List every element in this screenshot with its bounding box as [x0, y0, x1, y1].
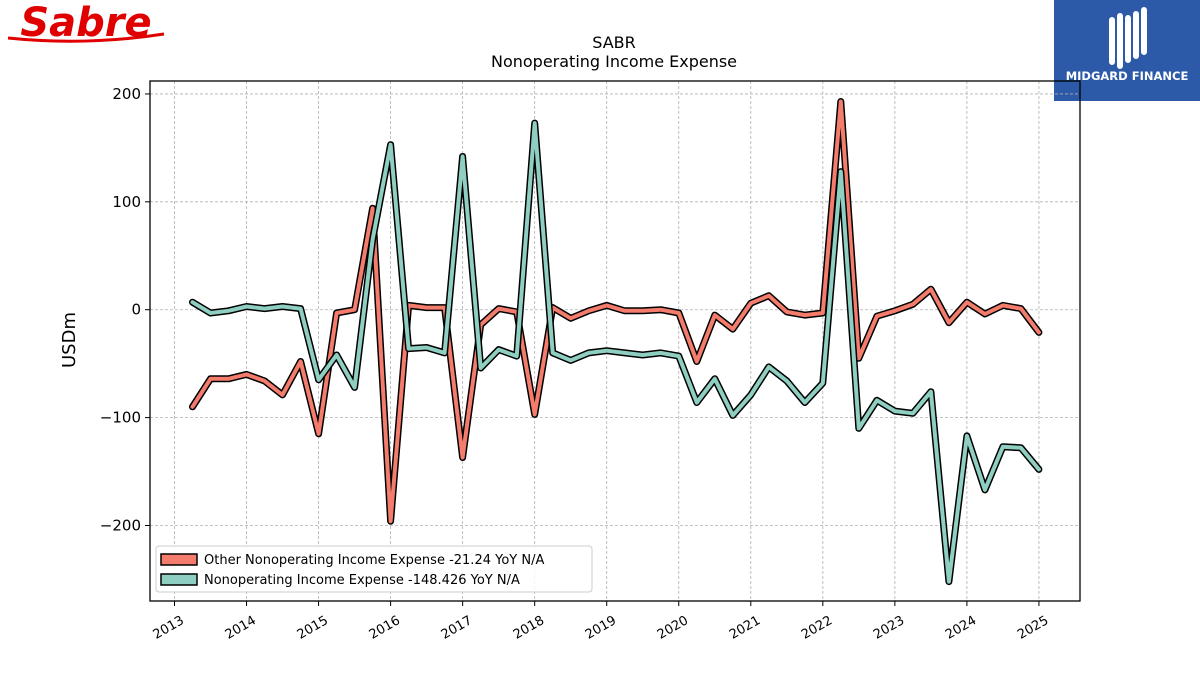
x-tick-label: 2023 — [871, 613, 907, 643]
series-line-other-nonoperating-income-expense — [190, 99, 1041, 524]
x-tick-label: 2021 — [727, 613, 763, 643]
x-tick-label: 2018 — [511, 613, 547, 643]
midgard-logo-text: MIDGARD FINANCE — [1066, 69, 1189, 83]
x-tick-label: 2019 — [583, 613, 619, 643]
x-tick-label: 2024 — [943, 613, 979, 643]
chart-subtitle: Nonoperating Income Expense — [491, 52, 737, 71]
y-tick-label: −100 — [100, 409, 141, 427]
legend-entry: Nonoperating Income Expense -148.426 YoY… — [204, 573, 520, 588]
y-tick-label: −200 — [100, 516, 141, 534]
plot-frame — [149, 80, 1081, 602]
x-tick-label: 2022 — [799, 613, 835, 643]
chart-title: SABR — [592, 33, 636, 52]
y-tick-label: 0 — [131, 301, 141, 319]
series-outline-other-nonoperating-income-expense — [189, 98, 1043, 525]
series-layer — [189, 98, 1043, 586]
x-tick-label: 2017 — [439, 613, 475, 643]
svg-text:Sabre: Sabre — [20, 2, 151, 46]
legend-box — [155, 545, 593, 593]
y-tick-label: 100 — [112, 193, 141, 211]
x-tick-label: 2014 — [223, 613, 259, 643]
y-axis-ticks: 200 100 0 −100 −200 — [100, 85, 150, 534]
midgard-finance-logo: MIDGARD FINANCE — [1054, 0, 1200, 101]
x-tick-label: 2015 — [295, 613, 331, 643]
legend-swatch — [160, 553, 198, 566]
x-tick-label: 2013 — [151, 613, 187, 643]
x-tick-label: 2025 — [1015, 613, 1051, 643]
x-tick-label: 2016 — [367, 613, 403, 643]
legend: Other Nonoperating Income Expense -21.24… — [155, 545, 593, 593]
legend-swatch — [160, 573, 198, 586]
sabre-logo: Sabre — [7, 2, 165, 46]
x-axis-ticks: 2013 2014 2015 2016 2017 2018 2019 2020 2021 2022… — [151, 601, 1051, 643]
legend-entry: Other Nonoperating Income Expense -21.24… — [204, 553, 544, 568]
y-axis-label: USDm — [59, 312, 80, 368]
series-line-nonoperating-income-expense — [190, 121, 1041, 584]
midgard-logo-mark-icon: MIDGARD FINANCE — [1066, 7, 1189, 83]
x-tick-label: 2020 — [655, 613, 691, 643]
y-tick-label: 200 — [112, 85, 141, 103]
